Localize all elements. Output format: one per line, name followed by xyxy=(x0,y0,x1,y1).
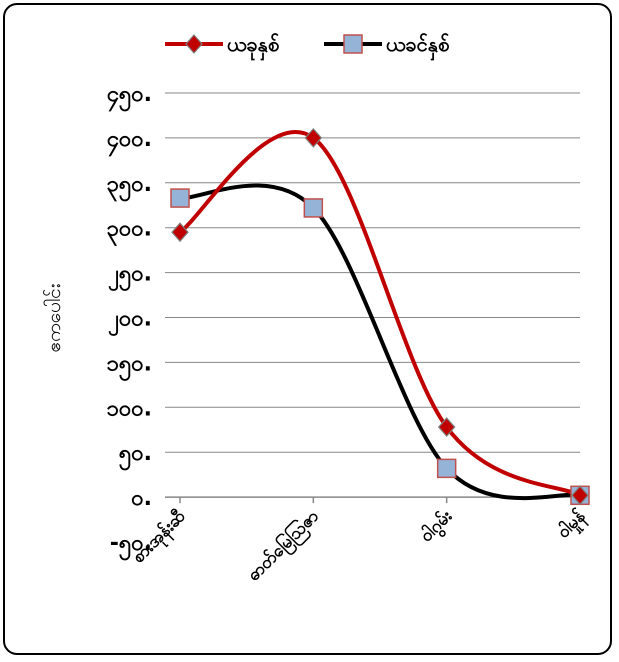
data-point-series1 xyxy=(171,222,189,243)
series-markers xyxy=(170,127,590,506)
y-tick-label: ၄၀၀. xyxy=(107,127,152,157)
y-tick-label: ၂၀၀. xyxy=(108,307,152,337)
legend-label-2: ယခင်နှစ် xyxy=(386,32,449,61)
legend-label-1: ယခုနှစ် xyxy=(227,32,279,61)
x-category-label: ဝါဂွမ်း xyxy=(415,505,459,549)
data-point-series1 xyxy=(304,127,323,148)
legend-marker-1 xyxy=(185,34,203,54)
x-category-label: ဝါမှုန် xyxy=(552,505,592,545)
y-tick-label: ၃၀၀. xyxy=(107,217,152,247)
data-point-series2 xyxy=(170,188,190,208)
legend-marker-2 xyxy=(343,34,363,54)
series-lines xyxy=(178,130,582,501)
data-point-series1 xyxy=(571,485,589,506)
y-tick-label: ၅၀. xyxy=(119,441,152,471)
gridlines xyxy=(165,92,580,453)
data-point-series2 xyxy=(436,458,457,479)
y-tick-label: ၁၀၀. xyxy=(107,396,152,421)
chart-frame xyxy=(3,3,612,655)
y-tick-labels: -၅၀.၀.၅၀.၁၀၀.၁၅၀.၂၀၀.၂၅၀.၃၀၀.၃၅၀.၄၀၀.၄၅၀… xyxy=(107,82,152,561)
series-line-2 xyxy=(178,183,582,501)
data-point-series1 xyxy=(437,417,456,437)
y-tick-label: ၂၅၀. xyxy=(108,262,152,292)
y-tick-label: ၀. xyxy=(131,486,152,511)
y-axis-label: ဧကပေါင်း xyxy=(42,283,65,352)
x-category-label: ဓာတ်မြေဩဇာ xyxy=(242,504,326,588)
y-tick-label: ၄၅၀. xyxy=(107,82,152,112)
series-line-1 xyxy=(178,130,582,498)
y-tick-label: ၁၅၀. xyxy=(107,351,152,381)
y-tick-label: ၃၅၀. xyxy=(107,172,152,202)
x-category-labels: စားအုန်းဆီ ဓာတ်မြေဩဇာ ဝါဂွမ်း ဝါမှုန် xyxy=(128,504,593,588)
data-point-series2 xyxy=(303,198,324,218)
legend: ယခုနှစ် ယခင်နှစ် xyxy=(165,32,449,61)
